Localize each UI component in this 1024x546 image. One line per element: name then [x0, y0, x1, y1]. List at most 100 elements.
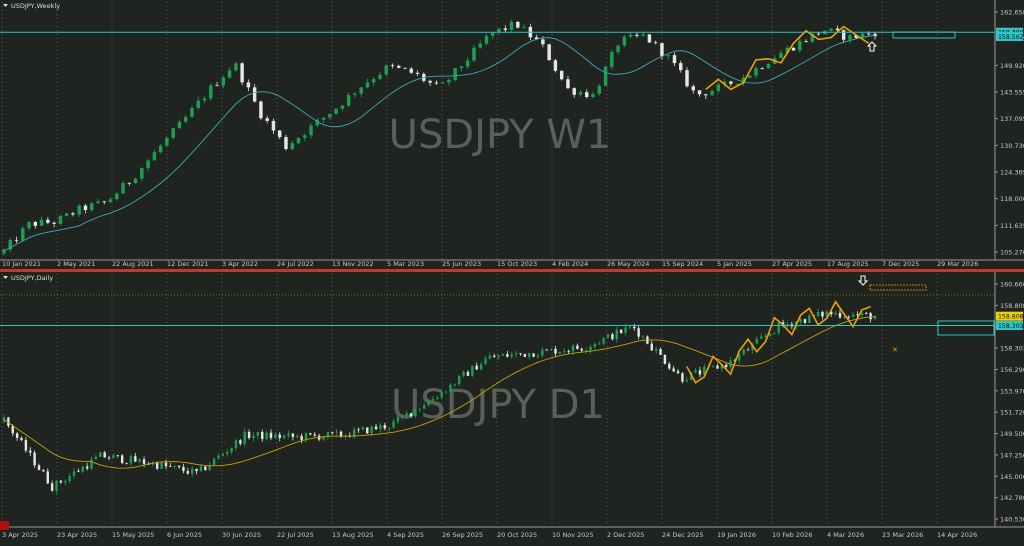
candle-body — [754, 68, 758, 76]
candle-body — [151, 462, 155, 465]
candle-body — [271, 120, 276, 131]
time-tick-label: 20 Oct 2025 — [497, 531, 537, 539]
price-tick-label: 149.920 — [1000, 62, 1024, 70]
candle-body — [647, 34, 652, 43]
candle-body — [847, 316, 850, 318]
price-badge-label: 158.303 — [998, 323, 1024, 330]
candles-group — [2, 19, 877, 256]
time-tick-label: 4 Feb 2024 — [552, 260, 588, 268]
candle-body — [676, 371, 680, 374]
time-tick-label: 12 Dec 2021 — [167, 260, 209, 268]
candle-body — [873, 33, 877, 37]
candle-body — [491, 32, 495, 36]
cross-marker-icon[interactable]: ✕ — [892, 346, 898, 354]
candle-body — [334, 108, 338, 114]
candle-body — [107, 457, 111, 459]
candle-body — [240, 63, 244, 83]
time-tick-label: 15 Oct 2023 — [497, 260, 537, 268]
candle-body — [516, 21, 520, 28]
candle-body — [585, 92, 589, 98]
watermark-text: USDJPY W1 — [389, 112, 612, 158]
candle-body — [873, 316, 877, 320]
candle-body — [415, 72, 420, 74]
candle-body — [628, 326, 632, 328]
price-tick-label: 151.720 — [1000, 409, 1024, 417]
candle-body — [635, 34, 639, 36]
candle-body — [112, 455, 115, 459]
candle-body — [199, 466, 203, 472]
price-tick-label: 142.780 — [1000, 494, 1024, 502]
menu-triangle-icon[interactable] — [3, 4, 8, 7]
candle-body — [447, 79, 451, 83]
target-zone-rect[interactable] — [937, 320, 995, 336]
candle-body — [177, 121, 182, 129]
candle-body — [663, 354, 667, 364]
candle-body — [459, 66, 464, 69]
candle-body — [816, 311, 820, 316]
target-zone-rect[interactable] — [892, 31, 956, 39]
time-tick-label: 29 Mar 2026 — [937, 260, 978, 268]
candle-body — [11, 425, 14, 434]
arrow-down-icon[interactable] — [857, 275, 869, 286]
candle-body — [353, 93, 357, 95]
candle-body — [729, 81, 733, 84]
candle-body — [545, 349, 548, 351]
time-tick-label: 5 Mar 2023 — [387, 260, 424, 268]
candle-body — [99, 452, 102, 457]
time-tick-label: 4 Mar 2026 — [827, 531, 864, 539]
candle-body — [401, 415, 404, 417]
candle-body — [615, 329, 618, 340]
candle-body — [867, 33, 871, 35]
price-tick-label: 143.555 — [1000, 89, 1024, 97]
projection-rect[interactable] — [869, 284, 927, 291]
candle-body — [619, 329, 623, 334]
panel-separator[interactable] — [0, 269, 1024, 272]
candle-body — [90, 203, 94, 211]
candle-body — [103, 452, 106, 458]
candle-body — [405, 413, 408, 416]
candle-body — [755, 338, 759, 344]
time-tick-label: 10 Feb 2026 — [772, 531, 812, 539]
candle-body — [409, 68, 414, 73]
candle-body — [384, 65, 388, 75]
candle-body — [436, 397, 439, 399]
candle-body — [20, 437, 23, 440]
candle-body — [589, 346, 592, 351]
candle-body — [142, 459, 146, 464]
candle-body — [716, 365, 719, 369]
price-tick-label: 137.095 — [1000, 115, 1024, 123]
candle-body — [472, 47, 476, 61]
candle-body — [724, 364, 728, 367]
candle-body — [747, 75, 752, 78]
candle-body — [641, 34, 645, 36]
candle-body — [624, 327, 627, 334]
time-tick-label: 19 Jan 2026 — [717, 531, 756, 539]
candle-body — [7, 417, 10, 426]
time-tick-label: 15 Sep 2024 — [662, 260, 703, 268]
candle-body — [64, 213, 69, 217]
candle-body — [572, 88, 576, 95]
candle-body — [434, 82, 439, 84]
moving-average-line — [3, 316, 876, 469]
candle-body — [738, 354, 741, 361]
candle-body — [694, 370, 697, 373]
candle-body — [64, 481, 67, 483]
candle-body — [786, 324, 789, 325]
arrow-up-icon[interactable] — [866, 41, 878, 52]
menu-triangle-icon[interactable] — [3, 276, 8, 279]
candle-body — [567, 351, 570, 352]
price-tick-label: 105.270 — [1000, 249, 1024, 257]
time-tick-label: 24 Jul 2022 — [277, 260, 314, 268]
candle-body — [322, 437, 325, 440]
candle-body — [808, 315, 811, 323]
candle-body — [296, 435, 299, 437]
candle-body — [611, 334, 614, 340]
candle-body — [227, 70, 232, 78]
candle-body — [484, 358, 487, 365]
candle-body — [81, 466, 84, 472]
candle-body — [208, 465, 211, 471]
time-tick-label: 10 Jan 2021 — [2, 260, 41, 268]
candle-body — [226, 451, 229, 454]
candle-body — [768, 333, 772, 336]
price-tick-label: 130.730 — [1000, 142, 1024, 150]
